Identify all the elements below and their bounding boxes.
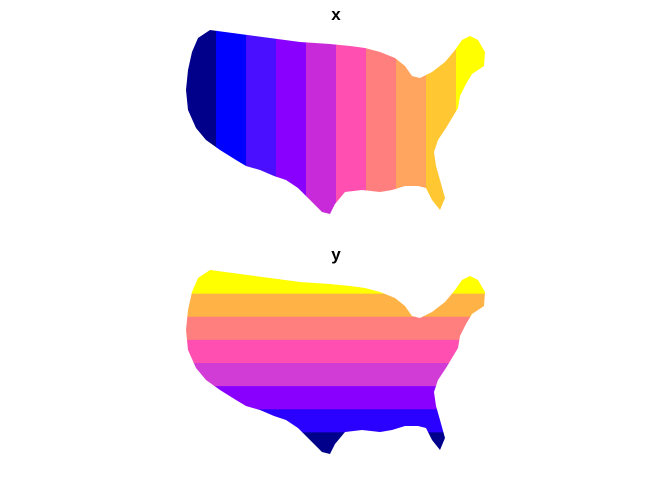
- band-y-3: [186, 362, 485, 387]
- band-x-0: [186, 30, 217, 214]
- band-x-8: [426, 30, 457, 214]
- band-y-7: [186, 270, 485, 294]
- band-y-2: [186, 385, 485, 410]
- map-x: [186, 30, 485, 214]
- band-y-6: [186, 293, 485, 317]
- panel-y: y: [0, 240, 672, 480]
- band-x-1: [216, 30, 247, 214]
- band-x-4: [306, 30, 337, 214]
- bands-x: [186, 30, 485, 214]
- map-y: [186, 270, 485, 454]
- bands-y: [186, 270, 485, 454]
- band-y-4: [186, 339, 485, 363]
- band-x-3: [276, 30, 307, 214]
- band-x-6: [366, 30, 397, 214]
- panel-title-y: y: [331, 245, 341, 264]
- band-x-9: [456, 30, 485, 214]
- band-x-2: [246, 30, 277, 214]
- band-x-5: [336, 30, 367, 214]
- band-y-1: [186, 408, 485, 433]
- panel-x: x: [186, 5, 485, 214]
- band-y-0: [186, 431, 485, 454]
- band-y-5: [186, 316, 485, 340]
- panel-title-x: x: [331, 5, 341, 24]
- band-x-7: [396, 30, 427, 214]
